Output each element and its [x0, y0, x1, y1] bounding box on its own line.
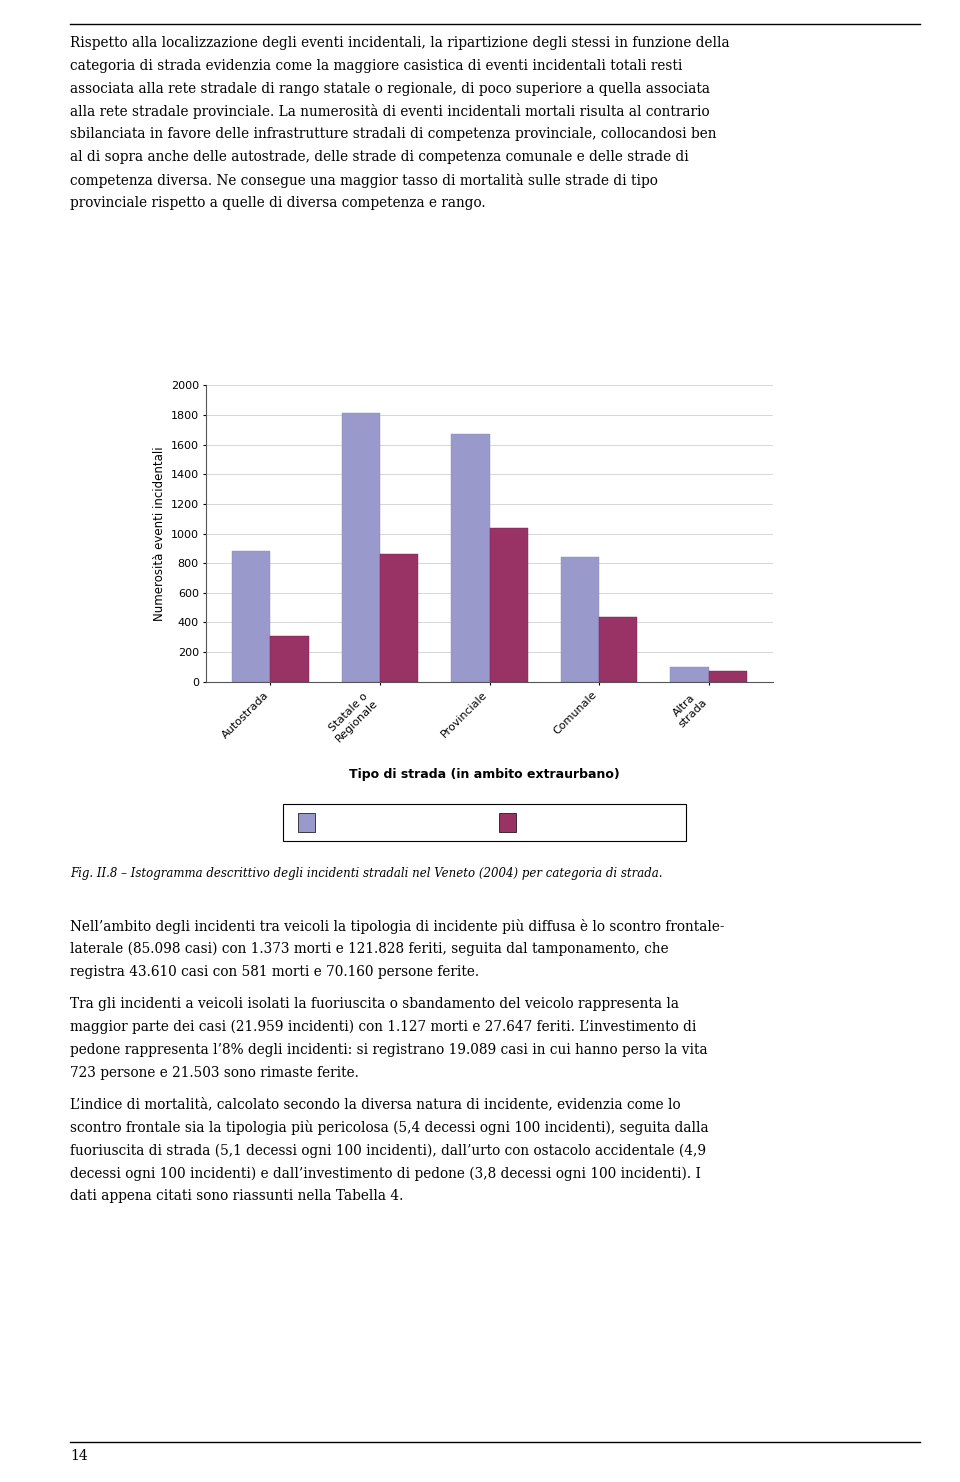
Text: maggior parte dei casi (21.959 incidenti) con 1.127 morti e 27.647 feriti. L’inv: maggior parte dei casi (21.959 incidenti…: [70, 1020, 696, 1034]
Text: 14: 14: [70, 1449, 87, 1463]
Bar: [451, 434, 490, 682]
Bar: [232, 551, 271, 682]
Text: al di sopra anche delle autostrade, delle strade di competenza comunale e delle : al di sopra anche delle autostrade, dell…: [70, 151, 689, 165]
Text: categoria di strada evidenzia come la maggiore casistica di eventi incidentali t: categoria di strada evidenzia come la ma…: [70, 58, 683, 73]
Text: L’indice di mortalità, calcolato secondo la diversa natura di incidente, evidenz: L’indice di mortalità, calcolato secondo…: [70, 1098, 681, 1112]
Bar: [380, 554, 419, 682]
Bar: [342, 413, 380, 682]
Text: registra 43.610 casi con 581 morti e 70.160 persone ferite.: registra 43.610 casi con 581 morti e 70.…: [70, 965, 479, 978]
Text: provinciale rispetto a quelle di diversa competenza e rango.: provinciale rispetto a quelle di diversa…: [70, 197, 486, 210]
Text: Nell’ambito degli incidenti tra veicoli la tipologia di incidente più diffusa è : Nell’ambito degli incidenti tra veicoli …: [70, 919, 725, 934]
Text: laterale (85.098 casi) con 1.373 morti e 121.828 feriti, seguita dal tamponament: laterale (85.098 casi) con 1.373 morti e…: [70, 943, 669, 956]
Bar: [599, 617, 637, 682]
Text: 723 persone e 21.503 sono rimaste ferite.: 723 persone e 21.503 sono rimaste ferite…: [70, 1066, 359, 1079]
Text: fuoriuscita di strada (5,1 decessi ogni 100 incidenti), dall’urto con ostacolo a: fuoriuscita di strada (5,1 decessi ogni …: [70, 1144, 707, 1157]
Text: Tra gli incidenti a veicoli isolati la fuoriuscita o sbandamento del veicolo rap: Tra gli incidenti a veicoli isolati la f…: [70, 997, 679, 1011]
Text: associata alla rete stradale di rango statale o regionale, di poco superiore a q: associata alla rete stradale di rango st…: [70, 82, 710, 95]
Text: Totali: Totali: [322, 817, 352, 828]
Bar: [490, 528, 528, 682]
Bar: [271, 636, 309, 682]
Y-axis label: Numerosità eventi incidentali: Numerosità eventi incidentali: [154, 446, 166, 621]
Bar: [561, 557, 599, 682]
Text: sbilanciata in favore delle infrastrutture stradali di competenza provinciale, c: sbilanciata in favore delle infrastruttu…: [70, 127, 716, 141]
Text: Mortali (x 10): Mortali (x 10): [523, 817, 603, 828]
Text: competenza diversa. Ne consegue una maggior tasso di mortalità sulle strade di t: competenza diversa. Ne consegue una magg…: [70, 173, 658, 188]
Text: pedone rappresenta l’8% degli incidenti: si registrano 19.089 casi in cui hanno : pedone rappresenta l’8% degli incidenti:…: [70, 1043, 708, 1057]
Text: decessi ogni 100 incidenti) e dall’investimento di pedone (3,8 decessi ogni 100 : decessi ogni 100 incidenti) e dall’inves…: [70, 1166, 701, 1181]
Bar: [708, 671, 747, 682]
Text: Rispetto alla localizzazione degli eventi incidentali, la ripartizione degli ste: Rispetto alla localizzazione degli event…: [70, 36, 730, 49]
Text: Fig. II.8 – Istogramma descrittivo degli incidenti stradali nel Veneto (2004) pe: Fig. II.8 – Istogramma descrittivo degli…: [70, 867, 662, 880]
Bar: [670, 667, 708, 682]
Text: Tipo di strada (in ambito extraurbano): Tipo di strada (in ambito extraurbano): [349, 768, 620, 781]
Text: dati appena citati sono riassunti nella Tabella 4.: dati appena citati sono riassunti nella …: [70, 1190, 403, 1203]
Text: scontro frontale sia la tipologia più pericolosa (5,4 decessi ogni 100 incidenti: scontro frontale sia la tipologia più pe…: [70, 1120, 708, 1135]
Text: alla rete stradale provinciale. La numerosità di eventi incidentali mortali risu: alla rete stradale provinciale. La numer…: [70, 104, 709, 120]
